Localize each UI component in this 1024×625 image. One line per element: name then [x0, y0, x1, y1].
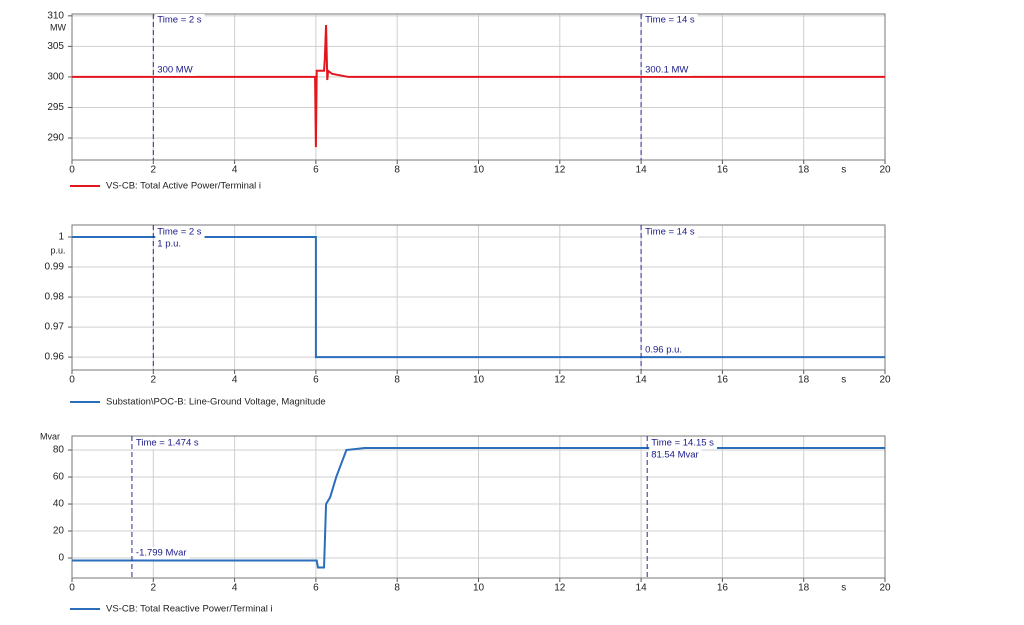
- x-tick-label: 18: [798, 583, 810, 594]
- x-tick-label: 20: [879, 583, 891, 594]
- x-tick-label: 16: [717, 165, 729, 176]
- x-tick-label: 0: [69, 375, 75, 386]
- y-unit: Mvar: [40, 431, 60, 441]
- y-tick-label: 60: [53, 472, 65, 483]
- x-tick-label: 18: [798, 375, 810, 386]
- plot-frame: [71, 13, 886, 161]
- x-tick-label: 20: [879, 375, 891, 386]
- x-label: s: [841, 583, 846, 594]
- x-tick-label: 14: [636, 165, 648, 176]
- cursor-label: Time = 14 s: [645, 227, 695, 238]
- cursor-label-bg: [649, 449, 702, 461]
- cursor-label-bg: [155, 14, 205, 26]
- x-tick-label: 20: [879, 165, 891, 176]
- y-unit: p.u.: [50, 245, 65, 255]
- legend-label: Substation\POC-B: Line-Ground Voltage, M…: [106, 397, 326, 408]
- x-tick-label: 10: [473, 375, 485, 386]
- cursor-label-bg: [133, 547, 190, 559]
- y-tick-label: 80: [53, 445, 65, 456]
- cursor-label: 1 p.u.: [157, 239, 181, 250]
- x-label: s: [841, 375, 846, 386]
- plot-frame: [71, 435, 886, 579]
- x-tick-label: 12: [554, 375, 566, 386]
- x-tick-label: 6: [313, 583, 319, 594]
- cursor-label: Time = 2 s: [157, 15, 202, 26]
- cursor-label-bg: [649, 437, 717, 449]
- cursor-label: 300.1 MW: [645, 65, 688, 76]
- cursor-label: Time = 14 s: [645, 15, 695, 26]
- cursor-label: 300 MW: [157, 65, 192, 76]
- y-tick-label: 300: [47, 72, 64, 83]
- x-tick-label: 4: [232, 583, 238, 594]
- cursor-label-bg: [643, 344, 686, 356]
- y-tick-label: 0.98: [45, 292, 65, 303]
- x-tick-label: 10: [473, 165, 485, 176]
- cursor-label: Time = 1.474 s: [136, 438, 199, 449]
- x-tick-label: 6: [313, 375, 319, 386]
- y-unit: MW: [50, 22, 66, 32]
- x-tick-label: 6: [313, 165, 319, 176]
- x-tick-label: 4: [232, 165, 238, 176]
- y-tick-label: 1: [58, 232, 64, 243]
- cursor-label-bg: [155, 226, 205, 238]
- y-tick-label: 0: [58, 553, 64, 564]
- cursor-label: -1.799 Mvar: [136, 548, 187, 559]
- series-line: [72, 446, 885, 569]
- x-tick-label: 0: [69, 165, 75, 176]
- x-tick-label: 18: [798, 165, 810, 176]
- x-tick-label: 8: [394, 375, 400, 386]
- x-tick-label: 0: [69, 583, 75, 594]
- x-tick-label: 16: [717, 583, 729, 594]
- x-tick-label: 12: [554, 583, 566, 594]
- y-tick-label: 20: [53, 526, 65, 537]
- legend-label: VS-CB: Total Reactive Power/Terminal i: [106, 604, 273, 615]
- y-tick-label: 0.99: [45, 262, 65, 273]
- x-tick-label: 10: [473, 583, 485, 594]
- x-tick-label: 8: [394, 165, 400, 176]
- x-tick-label: 16: [717, 375, 729, 386]
- y-tick-label: 40: [53, 499, 65, 510]
- x-tick-label: 2: [151, 165, 157, 176]
- x-tick-label: 8: [394, 583, 400, 594]
- series-line: [72, 24, 885, 148]
- x-tick-label: 4: [232, 375, 238, 386]
- x-tick-label: 14: [636, 375, 648, 386]
- cursor-label: Time = 14.15 s: [651, 438, 714, 449]
- plot-frame: [71, 224, 886, 371]
- cursor-label: 0.96 p.u.: [645, 345, 682, 356]
- cursor-label-bg: [643, 14, 698, 26]
- x-tick-label: 2: [151, 375, 157, 386]
- y-tick-label: 310: [47, 10, 64, 21]
- y-tick-label: 295: [47, 102, 64, 113]
- x-label: s: [841, 165, 846, 176]
- y-tick-label: 0.97: [45, 322, 65, 333]
- y-tick-label: 305: [47, 41, 64, 52]
- legend-label: VS-CB: Total Active Power/Terminal i: [106, 181, 261, 192]
- cursor-label: Time = 2 s: [157, 227, 202, 238]
- x-tick-label: 12: [554, 165, 566, 176]
- cursor-label-bg: [133, 437, 202, 449]
- x-tick-label: 14: [636, 583, 648, 594]
- cursor-label: 81.54 Mvar: [651, 450, 699, 461]
- cursor-label-bg: [643, 64, 692, 76]
- cursor-label-bg: [643, 226, 698, 238]
- cursor-label-bg: [155, 64, 196, 76]
- cursor-label-bg: [155, 238, 185, 250]
- x-tick-label: 2: [151, 583, 157, 594]
- y-tick-label: 0.96: [45, 352, 65, 363]
- y-tick-label: 290: [47, 133, 64, 144]
